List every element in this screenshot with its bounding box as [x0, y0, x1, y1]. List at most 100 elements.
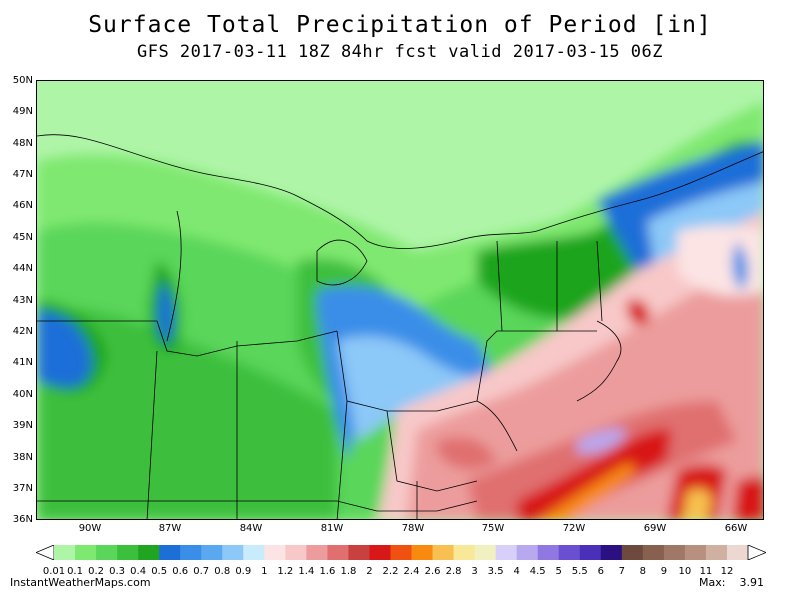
max-number: 3.91: [739, 576, 765, 589]
legend-swatch: [642, 545, 665, 560]
legend-swatch: [600, 545, 623, 560]
lat-label: 44N: [12, 263, 33, 274]
lon-label: 90W: [78, 523, 102, 534]
site-credit: InstantWeatherMaps.com: [10, 576, 151, 589]
legend-tick-label: 3: [471, 566, 478, 577]
legend-tick-label: 1: [261, 566, 268, 577]
lat-label: 39N: [12, 420, 33, 431]
lon-label: 72W: [562, 523, 586, 534]
lat-label: 49N: [12, 106, 33, 117]
legend-swatch: [348, 545, 370, 560]
lat-label: 42N: [12, 326, 33, 337]
max-value: Max: 3.91: [699, 576, 764, 589]
precip-field: [37, 101, 763, 519]
legend-swatch: [138, 545, 160, 560]
legend-tick-label: 0.9: [235, 566, 252, 577]
legend-swatch: [579, 545, 602, 560]
legend-swatch: [684, 545, 707, 560]
legend-swatch: [96, 545, 118, 560]
legend-tick-label: 2: [366, 566, 373, 577]
lat-label: 45N: [12, 232, 33, 243]
legend-swatch: [306, 545, 328, 560]
legend-tick-label: 1.2: [277, 566, 294, 577]
legend-swatch: [516, 545, 538, 560]
legend-swatch: [474, 545, 496, 560]
precipitation-map-svg: [37, 81, 763, 519]
legend-tick-label: 0.1: [67, 566, 83, 577]
legend-swatch: [285, 545, 307, 560]
lat-label: 50N: [12, 75, 33, 86]
legend-tick-label: 6: [597, 566, 604, 577]
legend-swatch: [264, 545, 286, 560]
legend-tick-label: 2.8: [445, 566, 462, 577]
legend-tick-label: 8: [639, 566, 647, 577]
chart-title: Surface Total Precipitation of Period [i…: [88, 12, 712, 38]
lon-label: 81W: [320, 523, 344, 534]
legend-tick-label: 5: [555, 566, 562, 577]
legend-swatch: [327, 545, 349, 560]
legend-tick-label: 2.6: [424, 566, 441, 577]
legend-swatch: [432, 545, 454, 560]
legend-swatch: [495, 545, 517, 560]
legend-tick-label: 7: [618, 566, 625, 577]
lat-label: 47N: [12, 169, 33, 180]
lon-label: 84W: [239, 523, 263, 534]
lon-label: 87W: [158, 523, 182, 534]
legend-swatch: [411, 545, 433, 560]
legend-tick-label: 1.8: [340, 566, 357, 577]
legend-tick-label: 0.2: [88, 566, 104, 577]
lon-label: 66W: [724, 523, 748, 534]
legend-swatch: [159, 545, 181, 560]
legend-tick-label: 0.01: [42, 566, 66, 577]
legend-tick-label: 4: [513, 566, 520, 577]
legend-swatch: [663, 545, 686, 560]
legend-swatch: [243, 545, 265, 560]
lat-label: 43N: [12, 295, 33, 306]
lat-label: 46N: [12, 200, 33, 211]
legend-swatch: [726, 545, 749, 560]
lon-label: 78W: [401, 523, 425, 534]
lat-label: 40N: [12, 389, 33, 400]
lat-label: 36N: [12, 514, 33, 525]
legend-swatch: [180, 545, 202, 560]
lat-label: 41N: [12, 357, 33, 368]
legend-tick-label: 2.2: [382, 566, 399, 577]
legend-tick-label: 0.6: [172, 566, 189, 577]
chart-subtitle: GFS 2017-03-11 18Z 84hr fcst valid 2017-…: [136, 42, 663, 62]
legend-tick-label: 12: [720, 566, 734, 577]
lat-label: 37N: [12, 483, 33, 494]
legend-tick-label: 11: [699, 566, 713, 577]
legend-tick-label: 1.4: [298, 566, 315, 577]
legend-swatch: [705, 545, 728, 560]
legend-tick-label: 5.5: [571, 566, 588, 577]
legend-swatch: [54, 545, 76, 560]
legend-swatch: [117, 545, 139, 560]
legend-tick-label: 9: [660, 566, 668, 577]
legend-tick-label: 2.4: [403, 566, 420, 577]
legend-swatch: [201, 545, 223, 560]
legend-tick-label: 0.3: [109, 566, 126, 577]
legend-swatch: [453, 545, 475, 560]
legend-tick-label: 4.5: [529, 566, 546, 577]
legend-swatch: [369, 545, 391, 560]
legend-tick-label: 0.4: [130, 566, 147, 577]
legend-swatch: [558, 545, 581, 560]
legend-swatch: [75, 545, 97, 560]
legend-arrow-left: [36, 545, 55, 560]
color-legend-bar: [36, 545, 766, 560]
legend-swatch: [222, 545, 244, 560]
lon-label: 69W: [643, 523, 667, 534]
legend-tick-label: 0.5: [151, 566, 168, 577]
max-label: Max:: [699, 576, 726, 589]
legend-swatch: [621, 545, 644, 560]
legend-arrow-right: [747, 545, 766, 560]
lat-label: 38N: [12, 452, 33, 463]
legend-tick-label: 1.6: [319, 566, 336, 577]
legend-tick-label: 3.5: [487, 566, 504, 577]
legend-tick-label: 10: [678, 566, 692, 577]
precipitation-map: [36, 80, 764, 520]
boundary-lines: [37, 134, 763, 519]
legend-swatch: [537, 545, 560, 560]
lat-label: 48N: [12, 138, 33, 149]
legend-swatch: [390, 545, 412, 560]
